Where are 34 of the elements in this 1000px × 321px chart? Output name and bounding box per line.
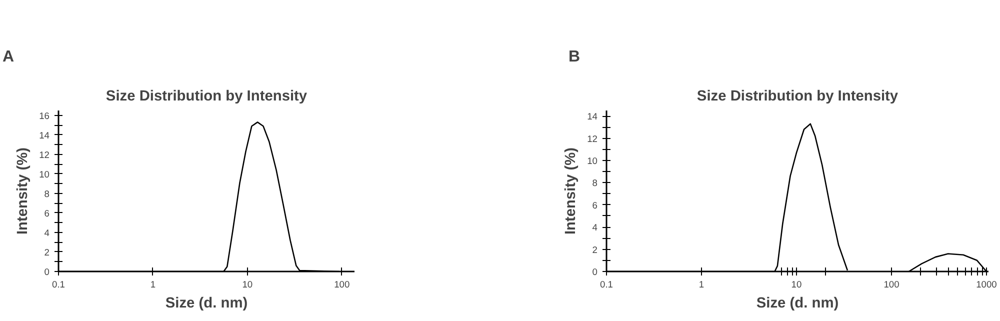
y-tick-label: 8 <box>44 188 50 199</box>
x-tick-label: 10 <box>242 280 253 290</box>
y-tick-label: 6 <box>44 208 50 218</box>
y-tick-label: 16 <box>39 110 50 121</box>
text: A <box>2 48 14 66</box>
y-axis-title: Intensity (%) <box>15 147 32 235</box>
y-tick-label: 4 <box>592 222 598 233</box>
y-tick-label: 8 <box>592 178 598 188</box>
y-tick-label: 10 <box>39 169 50 180</box>
x-tick-label: 1 <box>698 280 704 290</box>
x-tick-label: 1 <box>150 280 156 290</box>
chart-title: Size Distribution by Intensity <box>696 88 899 104</box>
y-tick-label: 12 <box>39 150 50 160</box>
y-tick-label: 2 <box>44 247 50 258</box>
y-tick-label: 4 <box>44 228 50 238</box>
text: B <box>568 48 580 66</box>
y-tick-label: 14 <box>587 112 598 122</box>
y-axis-title: Intensity (%) <box>563 147 580 235</box>
y-tick-label: 14 <box>39 130 50 140</box>
y-tick-label: 12 <box>587 134 598 144</box>
y-tick-label: 6 <box>592 200 598 210</box>
x-axis-title: Size (d. nm) <box>756 296 839 312</box>
x-tick-label: 10 <box>791 280 802 290</box>
x-tick-label: 1000 <box>976 280 997 290</box>
y-tick-label: 10 <box>587 156 598 166</box>
x-tick-label: 100 <box>334 280 350 290</box>
x-tick-label: 100 <box>884 280 900 290</box>
x-axis-title: Size (d. nm) <box>165 296 248 312</box>
y-tick-label: 2 <box>592 244 598 255</box>
y-tick-label: 0 <box>44 267 50 277</box>
y-tick-label: 0 <box>592 267 598 277</box>
x-tick-label: 0.1 <box>600 280 613 290</box>
x-tick-label: 0.1 <box>52 280 65 290</box>
chart-title: Size Distribution by Intensity <box>106 88 308 104</box>
